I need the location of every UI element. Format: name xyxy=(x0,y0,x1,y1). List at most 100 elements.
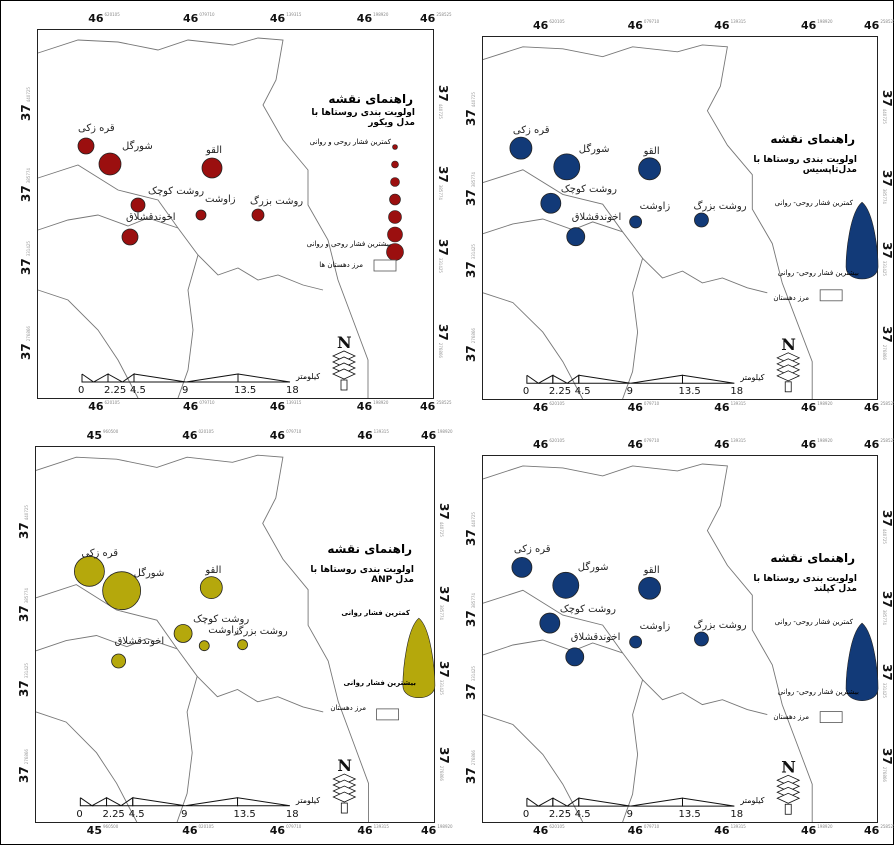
map-canvas: N xyxy=(482,463,879,823)
right-tick-label: 37385774 xyxy=(437,586,451,620)
legend-title: راهنمای نقشه xyxy=(327,542,412,556)
village-marker-alghou[interactable] xyxy=(199,576,223,600)
village-label-gharezaki: قره زکی xyxy=(78,123,115,134)
village-label-shourgol: شورگل xyxy=(578,143,610,155)
bottom-tick-label: 46139315 xyxy=(714,401,746,414)
village-marker-zavosht[interactable] xyxy=(629,635,643,649)
village-label-shourgol: شورگل xyxy=(122,141,153,152)
scale-bar-segment xyxy=(681,374,735,384)
legend-title: راهنمای نقشه xyxy=(770,132,855,146)
tick-degree: 46 xyxy=(182,429,198,442)
tick-degree: 46 xyxy=(627,401,643,414)
tick-minutes: 960500 xyxy=(102,824,119,829)
tick-minutes: 331425 xyxy=(882,682,887,698)
tick-minutes: 440725 xyxy=(471,92,476,108)
right-tick-label: 37276866 xyxy=(436,324,450,358)
tick-degree: 37 xyxy=(464,610,478,627)
tick-degree: 37 xyxy=(880,748,894,765)
legend-high-label: بیشترین فشار روحی- روانی xyxy=(777,269,859,277)
legend-low-label: کمترین فشار روحی و روانی xyxy=(309,138,391,146)
village-marker-akhondgheshlagh[interactable] xyxy=(121,228,139,246)
village-marker-alghou[interactable] xyxy=(201,157,223,179)
scale-bar-segment xyxy=(107,373,125,383)
village-marker-alghou[interactable] xyxy=(638,576,661,600)
tick-minutes: 139315 xyxy=(286,12,302,17)
tick-minutes: 276866 xyxy=(882,766,887,783)
village-marker-shourgol[interactable] xyxy=(102,571,142,611)
tick-minutes: 620105 xyxy=(104,400,120,405)
village-marker-gharezaki[interactable] xyxy=(511,556,533,578)
map-canvas: N xyxy=(35,454,436,823)
scale-bar-label: 13.5 xyxy=(234,385,257,396)
tick-minutes: 258525 xyxy=(436,400,452,405)
north-arrow-icon: N xyxy=(776,757,801,815)
tick-degree: 46 xyxy=(88,400,104,413)
left-tick-label: 37440725 xyxy=(464,512,478,546)
scale-bar-label: 13.5 xyxy=(678,809,701,821)
tick-degree: 46 xyxy=(800,438,817,451)
tick-minutes: 198920 xyxy=(817,401,833,406)
tick-minutes: 276866 xyxy=(24,748,29,765)
village-marker-gharezaki[interactable] xyxy=(74,555,105,587)
bottom-tick-label: 46139315 xyxy=(270,401,302,413)
village-marker-roshtbozorg[interactable] xyxy=(251,208,265,222)
tick-degree: 46 xyxy=(864,438,880,451)
village-marker-zavosht[interactable] xyxy=(198,640,210,652)
tick-minutes: 198920 xyxy=(437,824,453,829)
scale-bar-segment xyxy=(681,797,735,807)
legend-low-label: کمترین فشار روحی- روانی xyxy=(774,618,853,626)
tick-degree: 46 xyxy=(800,401,817,414)
scale-bar-segment xyxy=(122,373,135,383)
village-marker-roshtkouchak[interactable] xyxy=(540,192,562,214)
village-marker-gharezaki[interactable] xyxy=(509,136,533,160)
legend-boundary-swatch xyxy=(376,708,399,721)
village-marker-roshtkouchak[interactable] xyxy=(173,624,193,643)
svg-text:N: N xyxy=(337,756,352,775)
left-tick-label: 37276866 xyxy=(464,750,478,784)
tick-minutes: 198920 xyxy=(817,824,833,829)
left-tick-label: 37385774 xyxy=(464,172,478,206)
right-tick-label: 37276866 xyxy=(880,326,894,360)
village-boundary xyxy=(35,635,178,652)
village-label-roshtkouchak: روشت کوچک xyxy=(193,614,250,626)
tick-minutes: 139315 xyxy=(730,19,746,24)
left-tick-label: 37440725 xyxy=(19,86,33,121)
right-tick-label: 37331425 xyxy=(436,239,450,273)
village-marker-alghou[interactable] xyxy=(638,157,661,181)
legend-graduated-symbol xyxy=(845,622,879,701)
map-canvas: N xyxy=(482,44,879,400)
village-marker-roshtkouchak[interactable] xyxy=(539,612,561,634)
tick-degree: 46 xyxy=(182,824,198,837)
village-marker-roshtbozorg[interactable] xyxy=(694,631,709,647)
village-marker-zavosht[interactable] xyxy=(629,215,643,229)
village-marker-shourgol[interactable] xyxy=(553,153,581,181)
scale-bar-segment xyxy=(552,374,570,384)
tick-degree: 37 xyxy=(17,522,31,539)
village-marker-roshtkouchak[interactable] xyxy=(130,197,146,213)
village-marker-gharezaki[interactable] xyxy=(77,137,95,155)
legend-graduated-symbol xyxy=(390,177,400,187)
tick-degree: 37 xyxy=(436,84,450,102)
tick-minutes: 440725 xyxy=(438,103,443,119)
scale-bar-segment xyxy=(526,797,541,807)
village-marker-akhondgheshlagh[interactable] xyxy=(111,653,127,669)
village-marker-roshtbozorg[interactable] xyxy=(694,212,709,228)
left-tick-label: 37276866 xyxy=(17,748,31,783)
village-marker-shourgol[interactable] xyxy=(98,152,122,176)
village-marker-akhondgheshlagh[interactable] xyxy=(566,227,586,247)
north-arrow-icon: N xyxy=(776,335,801,393)
left-tick-label: 37276866 xyxy=(464,328,478,362)
village-marker-akhondgheshlagh[interactable] xyxy=(565,647,585,667)
bottom-tick-label: 46620105 xyxy=(533,402,565,414)
legend-subtitle: اولویت بندی روستاها با مدل ANP xyxy=(310,565,414,586)
tick-minutes: 139315 xyxy=(730,401,746,406)
tick-degree: 37 xyxy=(436,239,450,256)
scale-bar-segment xyxy=(538,374,554,384)
right-tick-label: 37385774 xyxy=(436,166,450,200)
left-tick-label: 37385774 xyxy=(19,168,33,202)
village-marker-roshtbozorg[interactable] xyxy=(237,639,248,651)
tick-minutes: 440725 xyxy=(26,86,31,102)
tick-minutes: 020105 xyxy=(198,429,214,434)
village-marker-zavosht[interactable] xyxy=(195,209,207,221)
village-marker-shourgol[interactable] xyxy=(552,571,580,599)
